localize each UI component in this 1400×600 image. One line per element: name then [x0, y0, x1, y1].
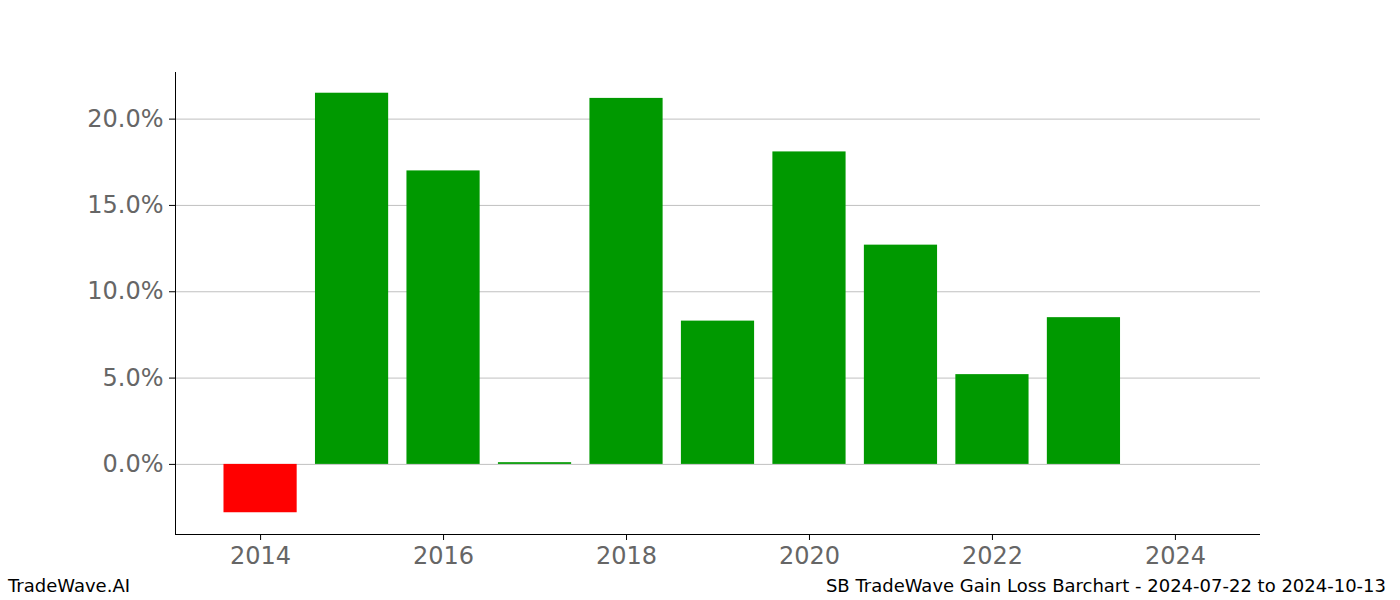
svg-text:20.0%: 20.0% — [87, 105, 163, 133]
svg-text:2022: 2022 — [962, 542, 1023, 570]
svg-text:2014: 2014 — [230, 542, 291, 570]
svg-text:2020: 2020 — [779, 542, 840, 570]
svg-text:2016: 2016 — [413, 542, 474, 570]
svg-text:0.0%: 0.0% — [103, 450, 164, 478]
svg-text:2024: 2024 — [1145, 542, 1206, 570]
svg-text:15.0%: 15.0% — [87, 191, 163, 219]
svg-text:10.0%: 10.0% — [87, 277, 163, 305]
svg-text:2018: 2018 — [596, 542, 657, 570]
svg-text:5.0%: 5.0% — [103, 364, 164, 392]
html-text:SB TradeWave Gain Loss Barchar: SB TradeWave Gain Loss Barchart - 2024-0… — [825, 574, 1386, 596]
html-text:TradeWave.AI: TradeWave.AI — [8, 574, 130, 596]
